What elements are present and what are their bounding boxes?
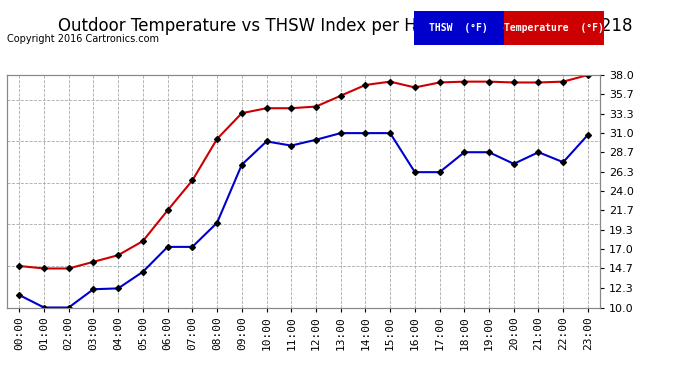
Text: Temperature  (°F): Temperature (°F) (504, 23, 604, 33)
Text: Copyright 2016 Cartronics.com: Copyright 2016 Cartronics.com (7, 34, 159, 44)
Text: Outdoor Temperature vs THSW Index per Hour (24 Hours)  20160218: Outdoor Temperature vs THSW Index per Ho… (58, 17, 632, 35)
Text: THSW  (°F): THSW (°F) (429, 23, 489, 33)
